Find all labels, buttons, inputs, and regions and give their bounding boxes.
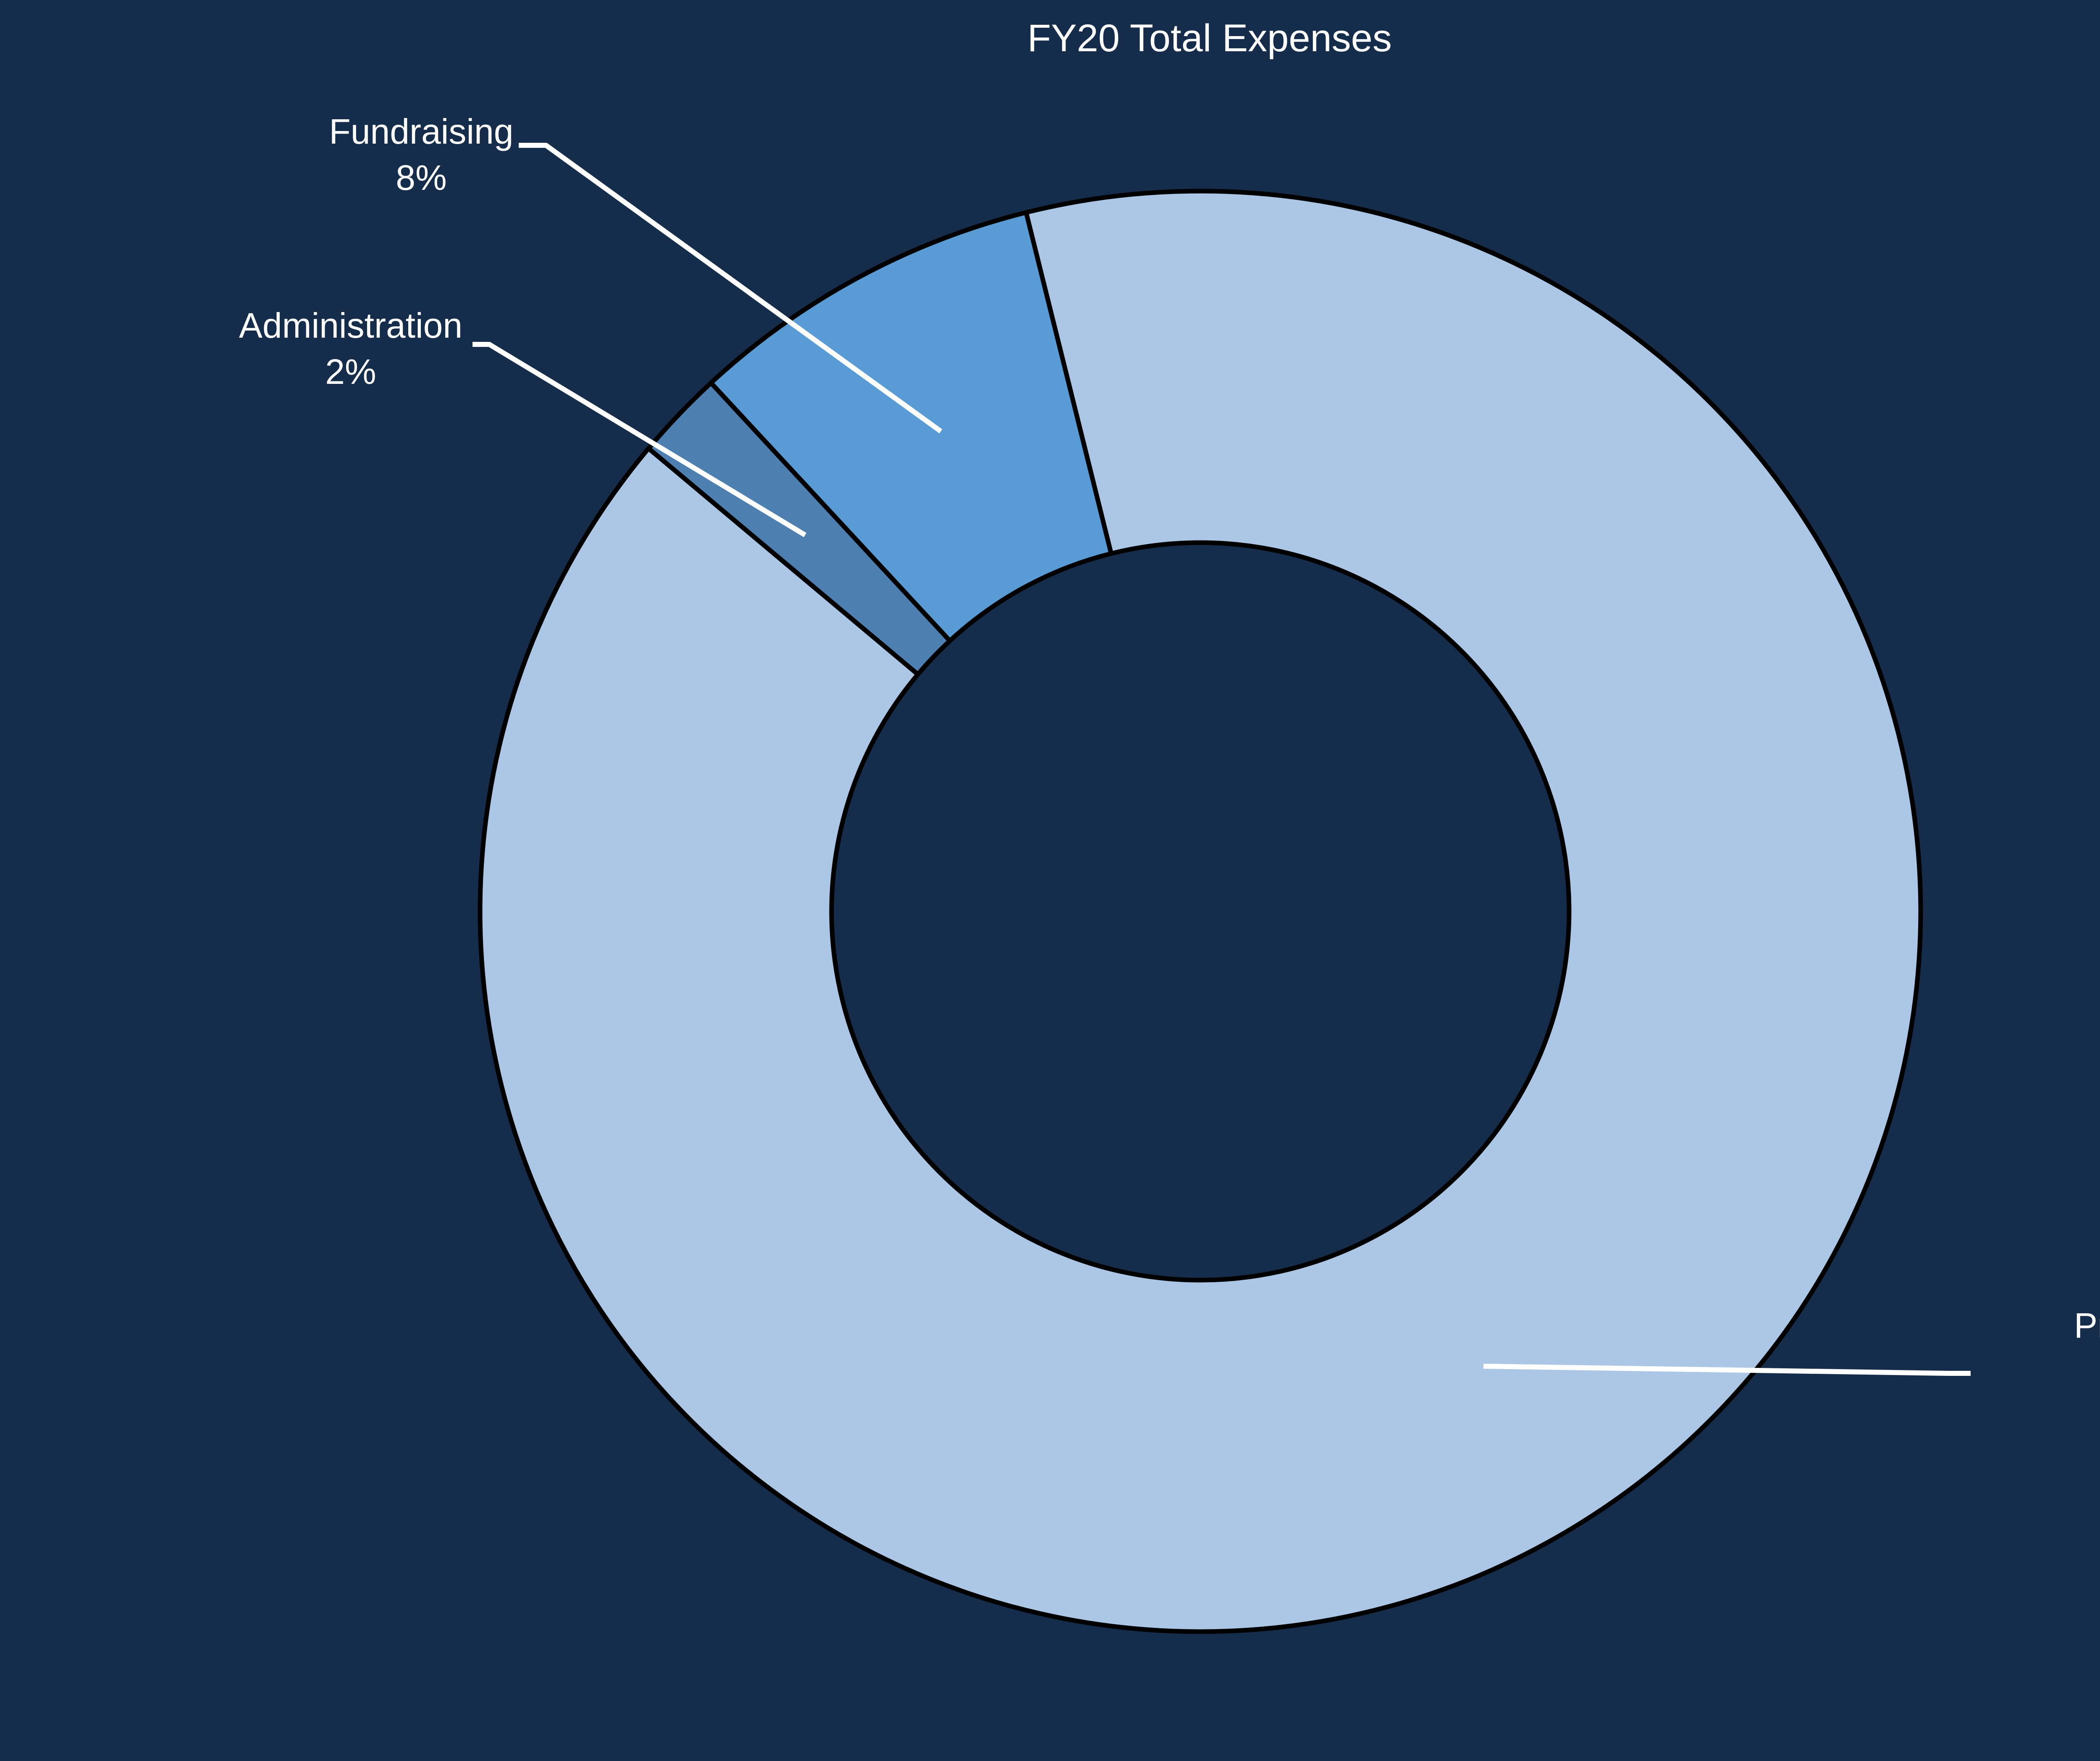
programs-label: Programs <box>2074 1306 2100 1345</box>
administration-label: Administration <box>239 306 462 345</box>
label-programs: Programs 90% <box>2074 1306 2100 1345</box>
donut-wedges <box>478 189 1923 1634</box>
leader-lines <box>472 143 1971 1376</box>
fundraising-leader-line <box>519 143 942 433</box>
chart-title: FY20 Total Expenses <box>1027 17 1392 60</box>
fundraising-label: Fundraising <box>329 112 514 151</box>
label-fundraising: Fundraising 8% <box>329 112 514 197</box>
fundraising-percent: 8% <box>396 158 446 197</box>
programs-leader-line <box>1483 1364 1971 1376</box>
administration-percent: 2% <box>325 352 376 391</box>
wedge-fundraising <box>709 210 1114 643</box>
label-administration: Administration 2% <box>239 306 462 391</box>
administration-leader-line <box>472 342 807 538</box>
